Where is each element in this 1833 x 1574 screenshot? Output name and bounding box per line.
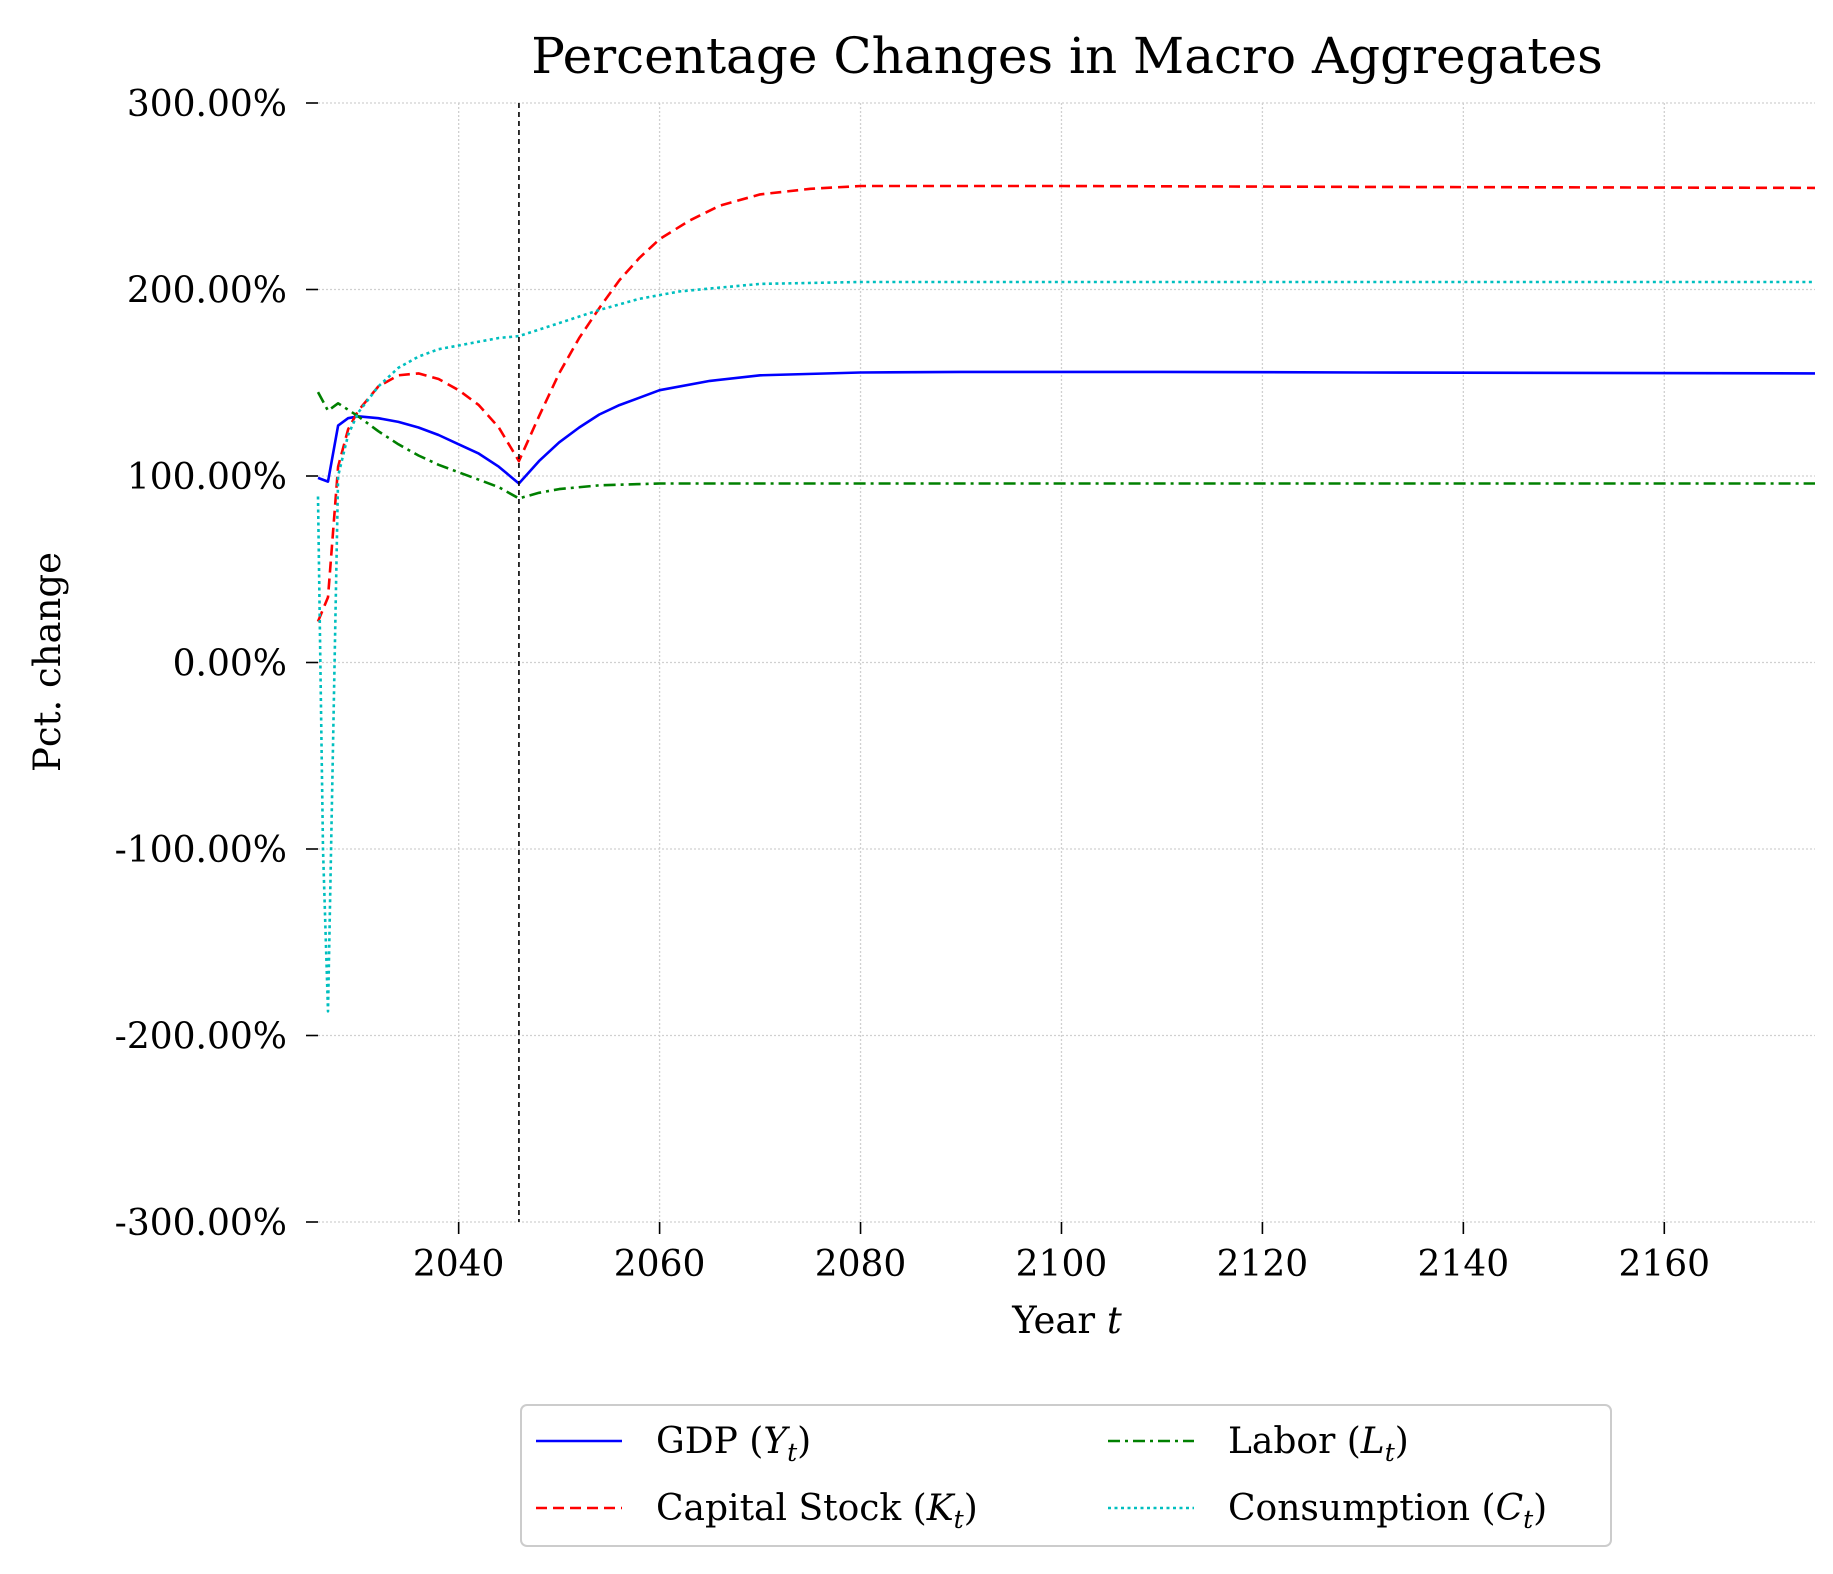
legend-frame	[520, 1404, 1612, 1547]
chart-title: Percentage Changes in Macro Aggregates	[531, 27, 1602, 85]
x-tick-label: 2080	[815, 1244, 907, 1285]
y-tick-label: 100.00%	[127, 457, 287, 498]
x-tick-label: 2140	[1418, 1244, 1510, 1285]
axis-ticks: 300.00% 200.00% 100.00% 0.00% -100.00% -200.0…	[115, 84, 1710, 1285]
y-tick-label: -100.00%	[115, 830, 287, 871]
y-axis-label: Pct. change	[26, 552, 69, 772]
x-tick-label: 2040	[413, 1244, 505, 1285]
series-line-3	[316, 280, 1815, 1013]
x-tick-label: 2060	[614, 1244, 706, 1285]
legend-label-0: GDP (Yt)	[656, 1421, 811, 1467]
x-tick-label: 2120	[1217, 1244, 1309, 1285]
legend-label-3: Consumption (Ct)	[1228, 1488, 1547, 1534]
series-line-2	[316, 391, 1815, 500]
x-tick-label: 2100	[1016, 1244, 1108, 1285]
y-tick-label: 0.00%	[173, 644, 287, 685]
legend: GDP (Yt) Capital Stock (Kt) Labor (Lt) Cons…	[520, 1404, 1612, 1547]
x-axis-label: Year t	[1011, 1299, 1122, 1342]
series-line-1	[316, 184, 1816, 622]
y-tick-label: 200.00%	[127, 271, 287, 312]
legend-label-1: Capital Stock (Kt)	[656, 1488, 978, 1534]
legend-label-2: Labor (Lt)	[1228, 1421, 1409, 1467]
y-tick-label: 300.00%	[127, 84, 287, 125]
grid	[318, 102, 1815, 1223]
y-tick-label: -200.00%	[115, 1017, 287, 1058]
y-tick-label: -300.00%	[115, 1203, 287, 1244]
series-lines	[316, 184, 1816, 1013]
x-tick-label: 2160	[1618, 1244, 1710, 1285]
series-line-0	[317, 370, 1816, 485]
